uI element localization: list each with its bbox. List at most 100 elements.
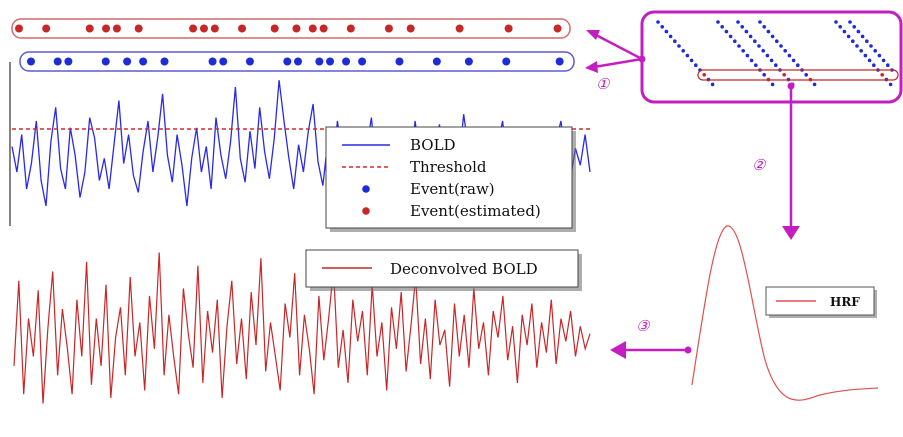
zoom-event-dot [753, 39, 757, 43]
zoom-event-dot [851, 39, 855, 43]
estimated-event-dot [199, 24, 208, 33]
raw-event-dot [432, 57, 441, 66]
step-1-arrow [585, 30, 646, 73]
raw-event-dot [123, 57, 132, 66]
estimated-event-dot [238, 24, 247, 33]
estimated-event-dot [134, 24, 143, 33]
zoom-event-dot [860, 34, 865, 39]
raw-event-dot [326, 57, 335, 66]
step-3-label: ③ [636, 317, 651, 335]
legend-threshold-label: Threshold [410, 158, 487, 176]
zoom-event-dot [656, 20, 660, 24]
zoom-event-dot [783, 49, 787, 53]
raw-event-dot [64, 57, 73, 66]
zoom-event-dot [770, 34, 775, 39]
zoom-event-dot [867, 58, 872, 63]
zoom-event-dot [881, 58, 886, 63]
hrf-legend-label: HRF [830, 295, 860, 309]
zoom-event-dot [761, 49, 765, 53]
deconvolved-bold-line [13, 252, 591, 404]
zoom-event-dot [736, 20, 740, 24]
raw-event-dot [245, 57, 254, 66]
zoom-event-dot [737, 44, 741, 48]
zoom-event-dot [677, 44, 681, 48]
zoom-event-dot [702, 73, 706, 77]
legend-raw-label: Event(raw) [410, 180, 495, 198]
zoom-event-dot [685, 53, 690, 58]
raw-event-dot [27, 57, 35, 66]
zoom-event-dot [754, 63, 758, 67]
zoom-event-dot [856, 29, 861, 34]
estimated-event-dot [384, 24, 393, 33]
raw-event-dot [160, 57, 169, 66]
zoom-event-dot [757, 44, 761, 48]
zoom-event-dot [673, 39, 677, 43]
zoom-event-dot [664, 29, 669, 34]
zoom-event-dot [716, 20, 720, 24]
zoom-event-dot [710, 82, 715, 87]
zoom-event-dot [694, 63, 698, 67]
zoom-panel-highlight [697, 69, 899, 81]
raw-event-dot [208, 57, 217, 66]
raw-event-dot [101, 57, 110, 66]
step-3-arrow [610, 341, 692, 359]
legend-estimated-swatch [362, 207, 370, 215]
zoom-event-dot [855, 44, 859, 48]
zoom-panel-event-diagonals [656, 20, 894, 87]
step-2-label: ② [752, 156, 767, 174]
zoom-event-dot [740, 25, 744, 29]
estimated-event-dot [308, 24, 317, 33]
estimated-event-dot [102, 24, 111, 33]
estimated-event-dot [553, 24, 562, 33]
legend-bottom: Deconvolved BOLD [305, 249, 582, 291]
estimated-event-dot [292, 24, 301, 33]
zoom-event-dot [863, 53, 868, 58]
raw-event-dot [464, 57, 473, 66]
estimated-event-dot [406, 24, 415, 33]
zoom-event-dot [872, 63, 876, 67]
zoom-panel-frame [640, 10, 903, 104]
zoom-event-dot [848, 20, 852, 24]
zoom-event-dot [782, 73, 786, 77]
zoom-event-dot [842, 29, 847, 34]
raw-event-dot [139, 57, 148, 66]
zoom-event-dot [774, 63, 778, 67]
zoom-event-dot [748, 34, 753, 39]
raw-event-dot [219, 57, 228, 66]
estimated-events-row [15, 24, 562, 33]
raw-event-dot [395, 57, 404, 66]
estimated-event-dot [42, 24, 51, 33]
raw-events-row [27, 57, 564, 66]
zoom-event-dot [852, 25, 856, 29]
zoom-event-dot [749, 58, 754, 63]
estimated-event-dot [455, 24, 464, 33]
hrf-legend: HRF [765, 286, 877, 318]
legend-deconv-label: Deconvolved BOLD [390, 260, 538, 278]
zoom-event-dot [769, 58, 774, 63]
estimated-events-frame [11, 18, 571, 39]
zoom-event-dot [886, 63, 890, 67]
raw-event-dot [502, 57, 511, 66]
zoom-event-dot [888, 82, 893, 87]
zoom-event-dot [681, 49, 685, 53]
zoom-event-dot [689, 58, 694, 63]
zoom-event-dot [758, 20, 762, 24]
estimated-event-dot [189, 24, 198, 33]
zoom-event-dot [744, 29, 749, 34]
zoom-event-dot [660, 25, 664, 29]
estimated-event-dot [319, 24, 328, 33]
zoom-event-dot [791, 58, 796, 63]
zoom-event-dot [859, 49, 863, 53]
zoom-event-dot [779, 44, 783, 48]
zoom-event-dot [812, 82, 817, 87]
step-2-arrow [782, 82, 800, 240]
legend-raw-swatch [362, 185, 370, 193]
zoom-event-dot [766, 29, 771, 34]
zoom-event-dot [741, 49, 745, 53]
raw-event-dot [294, 57, 302, 66]
estimated-event-dot [504, 24, 513, 33]
step-1-label: ① [596, 75, 611, 93]
raw-event-dot [342, 57, 351, 66]
estimated-event-dot [15, 24, 23, 33]
